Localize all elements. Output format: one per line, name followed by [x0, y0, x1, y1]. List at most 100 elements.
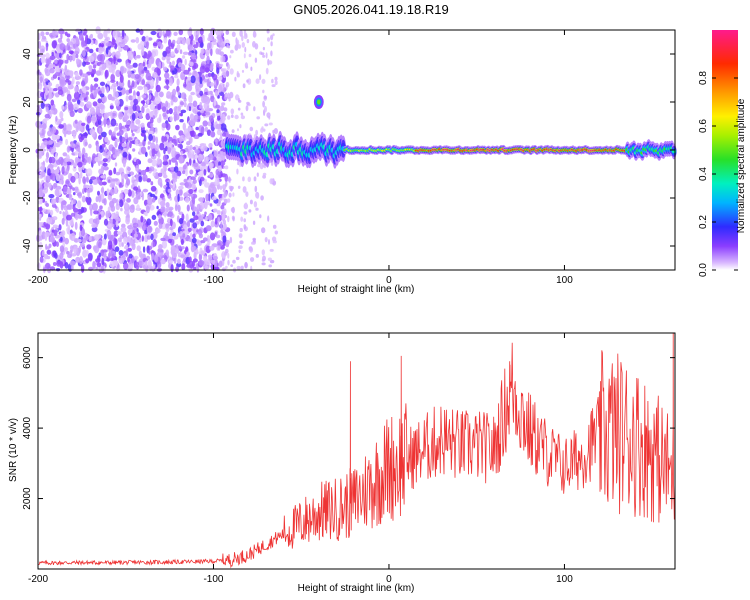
noise-cell	[155, 84, 161, 93]
noise-cell	[157, 102, 161, 111]
noise-cell	[170, 51, 175, 57]
noise-cell	[240, 112, 244, 116]
noise-cell	[178, 156, 184, 164]
noise-cell	[192, 211, 196, 217]
noise-cell	[262, 100, 265, 108]
noise-cell	[207, 213, 213, 221]
noise-cell	[145, 260, 148, 267]
noise-cell	[200, 250, 206, 256]
noise-cell	[158, 223, 163, 229]
noise-cell	[88, 55, 95, 63]
noise-cell	[239, 227, 243, 233]
noise-cell	[61, 105, 65, 110]
noise-cell	[149, 193, 156, 198]
noise-cell	[269, 178, 274, 185]
noise-cell	[103, 166, 109, 171]
noise-cell	[208, 143, 213, 148]
noise-cell	[154, 143, 160, 152]
noise-cell	[212, 208, 218, 213]
noise-cell	[209, 90, 213, 95]
noise-cell	[106, 229, 112, 238]
noise-cell	[237, 128, 239, 132]
noise-cell	[51, 173, 56, 182]
noise-cell	[47, 140, 53, 145]
noise-cell	[136, 245, 141, 252]
noise-cell	[93, 245, 100, 254]
noise-cell	[148, 130, 154, 135]
noise-cell	[260, 195, 264, 201]
noise-cell	[140, 132, 146, 137]
noise-cell	[158, 113, 162, 122]
noise-cell	[246, 101, 250, 105]
noise-cell	[82, 165, 85, 171]
noise-cell	[119, 135, 123, 143]
noise-cell	[84, 152, 88, 158]
noise-cell	[73, 50, 80, 55]
noise-cell	[113, 260, 119, 266]
y-tick-label: 20	[22, 96, 33, 108]
noise-cell	[85, 176, 89, 183]
noise-cell	[191, 130, 196, 137]
noise-cell	[133, 126, 140, 130]
noise-cell	[168, 238, 172, 244]
noise-cell	[141, 94, 147, 99]
snr-y-ticks: 2000 4000 6000	[22, 346, 675, 510]
noise-cell	[77, 125, 84, 131]
noise-cell	[82, 176, 86, 184]
noise-cell	[177, 143, 181, 148]
noise-cell	[74, 150, 79, 156]
noise-cell	[66, 93, 72, 102]
noise-cell	[45, 175, 51, 183]
noise-cell	[160, 206, 166, 213]
noise-cell	[167, 211, 173, 217]
noise-cell	[142, 224, 147, 232]
noise-cell	[150, 181, 154, 186]
noise-cell	[221, 42, 225, 48]
noise-cell	[188, 256, 192, 263]
noise-cell	[177, 204, 181, 213]
noise-cell	[268, 122, 273, 126]
noise-cell	[222, 87, 226, 93]
noise-cell	[144, 151, 148, 157]
noise-cell	[103, 233, 107, 240]
noise-cell	[261, 262, 266, 266]
noise-cell	[153, 220, 158, 226]
noise-cell	[125, 95, 129, 102]
noise-cell	[83, 184, 90, 189]
noise-cell	[262, 255, 266, 262]
noise-cell	[120, 207, 123, 212]
noise-cell	[65, 138, 69, 146]
noise-cell	[203, 169, 207, 176]
noise-cell	[249, 247, 254, 253]
noise-cell	[168, 260, 174, 264]
spectrogram-x-label: Height of straight line (km)	[298, 284, 415, 295]
noise-cell	[75, 81, 80, 85]
noise-cell	[129, 107, 134, 115]
noise-cell	[115, 217, 121, 222]
noise-cell	[210, 130, 216, 138]
noise-cell	[199, 41, 204, 49]
noise-cell	[92, 179, 99, 185]
noise-cell	[135, 165, 140, 172]
noise-cell	[192, 246, 197, 252]
noise-cell	[100, 187, 104, 194]
noise-cell	[146, 63, 152, 69]
noise-cell	[62, 86, 69, 93]
noise-cell	[79, 224, 83, 232]
noise-cell	[184, 58, 187, 66]
noise-cell	[64, 237, 69, 245]
noise-cell	[192, 233, 196, 239]
noise-cell	[206, 55, 210, 65]
noise-cell	[227, 115, 231, 120]
noise-cell	[117, 237, 122, 243]
noise-cell	[58, 63, 62, 68]
noise-cell	[110, 73, 115, 82]
noise-cell	[105, 47, 109, 55]
noise-cell	[95, 266, 99, 270]
noise-cell	[68, 193, 73, 201]
noise-cell	[237, 107, 241, 111]
noise-cell	[100, 175, 106, 179]
noise-cell	[72, 187, 75, 191]
noise-cell	[108, 50, 112, 56]
noise-cell	[170, 99, 174, 106]
